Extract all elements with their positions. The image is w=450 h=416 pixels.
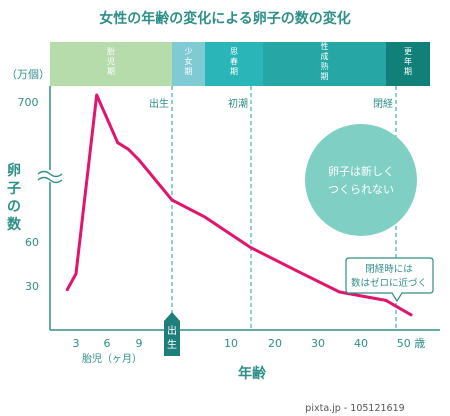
svg-text:の: の (7, 199, 21, 215)
x-tick-20: 20 (268, 337, 282, 350)
x-axis-label: 年齢 (238, 365, 267, 382)
svg-text:数はゼロに近づく: 数はゼロに近づく (351, 277, 427, 289)
stage-band-4 (386, 42, 430, 86)
y-tick-60: 60 (25, 236, 39, 249)
data-point-0-0 (65, 288, 69, 291)
axis-break-symbol (37, 170, 63, 184)
x-tick-10: 10 (224, 337, 238, 350)
marker-label-0: 出生 (149, 97, 169, 110)
stage-label-3-1: 成 (321, 51, 329, 61)
data-point-0-11 (384, 299, 388, 302)
stage-label-1-2: 期 (185, 67, 193, 76)
stage-label-1-1: 女 (185, 56, 193, 66)
data-point-0-1 (74, 272, 78, 276)
y-tick-700: 700 (18, 96, 39, 109)
stage-label-2-2: 期 (230, 67, 238, 76)
stage-label-3-2: 熟 (321, 61, 329, 71)
data-point-0-10 (338, 290, 341, 294)
svg-text:出: 出 (167, 324, 177, 337)
stage-label-2-0: 思 (230, 47, 238, 56)
stage-label-3-0: 性 (321, 41, 329, 51)
svg-text:閉経時には: 閉経時には (365, 263, 413, 275)
stage-label-4-0: 更 (404, 47, 412, 56)
x-tick-50: 50 歳 (397, 337, 426, 350)
series-egg-count (65, 93, 413, 317)
stage-label-4-2: 期 (404, 67, 412, 76)
data-point-0-9 (295, 269, 298, 273)
stage-band-3 (263, 42, 386, 86)
svg-text:卵: 卵 (7, 162, 21, 179)
fetal-months-label: 胎児（ヶ月） (82, 352, 142, 365)
x-tick-labels: 3 6 9 10 20 30 40 50 歳 (73, 337, 426, 350)
stage-label-3-3: 期 (321, 72, 329, 81)
stage-label-2-1: 春 (230, 56, 238, 66)
stage-label-0-2: 期 (107, 67, 115, 76)
marker-label-1: 初潮 (228, 97, 248, 110)
svg-text:生: 生 (167, 338, 177, 351)
stage-label-4-1: 年 (404, 56, 412, 66)
data-point-0-5 (137, 158, 141, 162)
svg-text:つくられない: つくられない (328, 183, 394, 196)
data-point-0-2 (95, 93, 99, 97)
x-tick-3: 3 (73, 337, 80, 350)
stage-label-0-0: 胎 (107, 46, 115, 56)
svg-text:子: 子 (7, 181, 21, 197)
birth-tag: 出 生 (164, 312, 180, 356)
y-tick-30: 30 (25, 280, 39, 293)
svg-text:卵子は新しく: 卵子は新しく (328, 164, 394, 178)
marker-label-2: 閉経 (373, 97, 393, 110)
x-tick-9: 9 (136, 337, 143, 350)
data-point-0-12 (409, 313, 413, 317)
bubble-no-new-eggs: 卵子は新しく つくられない (305, 124, 417, 236)
stage-band-2 (205, 42, 263, 86)
x-tick-40: 40 (354, 337, 368, 350)
y-axis-label: 卵 子 の 数 (7, 162, 22, 233)
stage-band-0 (50, 42, 172, 86)
callout-menopause: 閉経時には 数はゼロに近づく (345, 257, 434, 303)
stage-label-1-0: 少 (185, 47, 193, 56)
unit-label: （万個） (6, 68, 50, 81)
data-point-0-7 (203, 215, 207, 219)
stage-band-1 (172, 42, 205, 86)
data-point-0-3 (116, 141, 120, 145)
x-tick-30: 30 (311, 337, 325, 350)
data-point-0-6 (170, 198, 174, 202)
data-point-0-8 (249, 246, 253, 250)
footer-credit: pixta.jp - 105121619 (305, 403, 404, 414)
stage-label-0-1: 児 (107, 57, 115, 66)
x-tick-6: 6 (104, 337, 111, 350)
data-point-0-4 (126, 147, 130, 151)
chart-title: 女性の年齢の変化による卵子の数の変化 (99, 10, 351, 27)
svg-text:数: 数 (7, 216, 22, 233)
